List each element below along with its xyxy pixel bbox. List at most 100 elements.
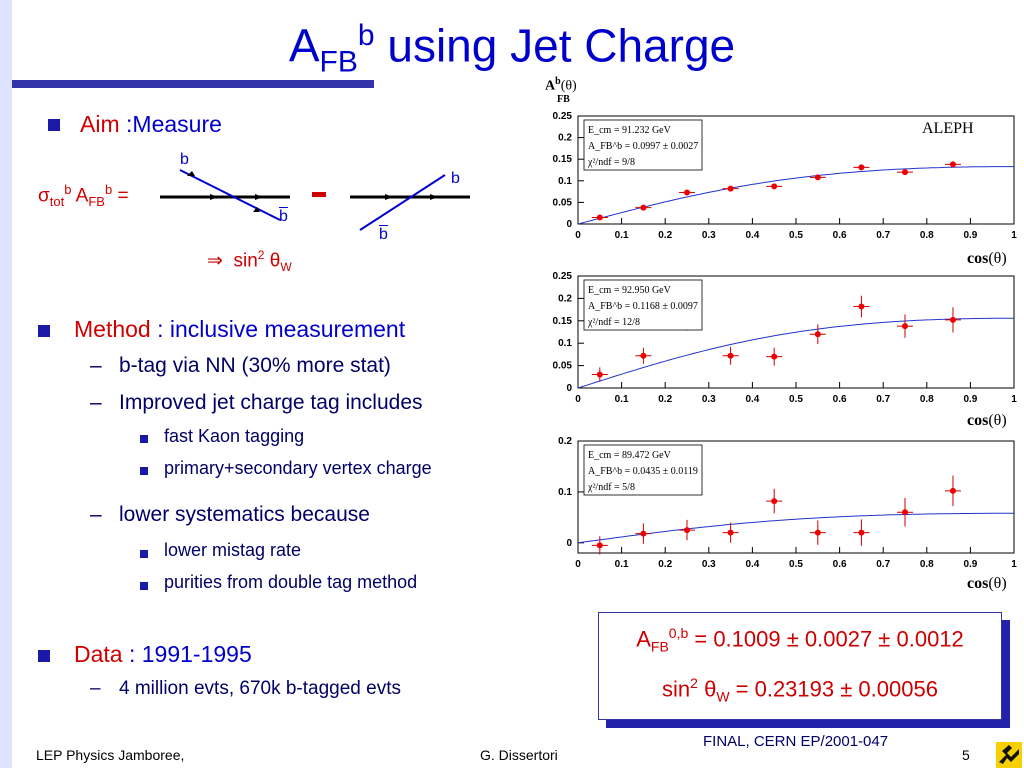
label-bbar-bottom: b bbox=[279, 208, 288, 225]
data-point bbox=[640, 530, 647, 537]
data-point bbox=[814, 174, 821, 181]
y-tick-label: 0 bbox=[566, 219, 572, 230]
y-tick-label: 0 bbox=[566, 383, 572, 394]
x-tick-label: 0.2 bbox=[658, 394, 672, 405]
asymmetry-plot-93gev: 0 0.1 0.2 0.3 0.4 0.5 0.6 0.7 0.8 0.9 1 0 0.05 0.1 0.1… bbox=[553, 272, 1018, 405]
x-tick-label: 1 bbox=[1011, 559, 1017, 570]
dash-3: – bbox=[90, 503, 102, 526]
asymmetry-plot-91gev: 0 0.1 0.2 0.3 0.4 0.5 0.6 0.7 0.8 0.9 1 0 0.05 0.1 0.1… bbox=[553, 111, 1018, 241]
y-tick-label: 0.1 bbox=[558, 338, 572, 349]
method-item-jetcharge: Improved jet charge tag includes bbox=[119, 391, 423, 414]
plot-ylabel-fb: FB bbox=[557, 94, 570, 105]
y-tick-label: 0.15 bbox=[553, 154, 573, 165]
xlabel-cos-1: cos(θ) bbox=[967, 250, 1007, 267]
legend-entry: χ²/ndf = 9/8 bbox=[587, 157, 635, 168]
x-tick-label: 0.3 bbox=[702, 559, 716, 570]
bullet-vertex bbox=[140, 467, 148, 475]
bullet-purities bbox=[140, 582, 148, 590]
data-point bbox=[727, 352, 734, 359]
xlabel-cos-2: cos(θ) bbox=[967, 412, 1007, 429]
bullet-method bbox=[38, 325, 50, 337]
data-point bbox=[858, 529, 865, 536]
data-point bbox=[727, 185, 734, 192]
method-item-systematics: lower systematics because bbox=[119, 503, 370, 526]
x-tick-label: 0.6 bbox=[833, 394, 847, 405]
x-tick-label: 0.7 bbox=[876, 230, 890, 241]
method-item-btag: b-tag via NN (30% more stat) bbox=[119, 354, 391, 377]
subitem-purities: purities from double tag method bbox=[164, 572, 418, 592]
x-tick-label: 1 bbox=[1011, 230, 1017, 241]
method-line: Method : inclusive measurement bbox=[74, 316, 406, 342]
x-tick-label: 0.3 bbox=[702, 230, 716, 241]
y-tick-label: 0.25 bbox=[553, 111, 573, 122]
final-note: FINAL, CERN EP/2001-047 bbox=[703, 733, 889, 750]
data-point bbox=[814, 529, 821, 536]
data-point bbox=[640, 204, 647, 211]
data-item-events: 4 million evts, 670k b-tagged evts bbox=[119, 678, 401, 699]
subitem-vertex: primary+secondary vertex charge bbox=[164, 458, 432, 478]
x-tick-label: 0.4 bbox=[745, 230, 759, 241]
y-tick-label: 0.05 bbox=[553, 197, 573, 208]
y-tick-label: 0.2 bbox=[558, 436, 572, 447]
x-tick-label: 0.8 bbox=[920, 559, 934, 570]
data-point bbox=[596, 214, 603, 221]
dash-2: – bbox=[90, 391, 102, 414]
legend-entry: A_FB^b = 0.0997 ± 0.0027 bbox=[588, 141, 698, 152]
legend-entry: E_cm = 89.472 GeV bbox=[588, 450, 672, 461]
subitem-kaon: fast Kaon tagging bbox=[164, 426, 305, 446]
label-b-top2: b bbox=[451, 170, 460, 187]
x-tick-label: 0 bbox=[575, 559, 581, 570]
y-tick-label: 0.25 bbox=[553, 272, 573, 282]
data-point bbox=[640, 352, 647, 359]
data-point bbox=[902, 509, 908, 516]
y-tick-label: 0.2 bbox=[558, 293, 572, 304]
jet-diagram bbox=[160, 169, 470, 231]
fit-curve bbox=[577, 166, 1014, 225]
bullet-data bbox=[38, 650, 50, 662]
data-point bbox=[771, 353, 778, 360]
label-b-top: b bbox=[180, 151, 189, 168]
x-tick-label: 0 bbox=[575, 230, 581, 241]
data-point bbox=[771, 498, 778, 505]
data-point bbox=[814, 331, 821, 338]
x-tick-label: 0.1 bbox=[615, 559, 629, 570]
y-tick-label: 0.1 bbox=[558, 487, 572, 498]
data-point bbox=[596, 542, 603, 549]
x-tick-label: 0.6 bbox=[833, 559, 847, 570]
result-box: AFB0,b = 0.1009 ± 0.0027 ± 0.0012 sin2 θ… bbox=[598, 612, 1002, 720]
legend-box bbox=[583, 444, 703, 496]
x-tick-label: 0.8 bbox=[920, 394, 934, 405]
logo-icon bbox=[996, 742, 1022, 768]
data-point bbox=[596, 371, 603, 378]
xlabel-cos-3: cos(θ) bbox=[967, 575, 1007, 592]
y-tick-label: 0 bbox=[566, 538, 572, 549]
x-tick-label: 0.5 bbox=[789, 559, 803, 570]
data-point bbox=[902, 323, 908, 330]
x-tick-label: 0.2 bbox=[658, 230, 672, 241]
legend-entry: A_FB^b = 0.1168 ± 0.0097 bbox=[588, 301, 698, 312]
x-tick-label: 0.1 bbox=[615, 394, 629, 405]
implies-sin2thetaw: ⇒ sin2 θW bbox=[207, 248, 292, 275]
dash-1: – bbox=[90, 354, 102, 377]
footer-left: LEP Physics Jamboree, bbox=[36, 747, 185, 763]
x-tick-label: 0.5 bbox=[789, 230, 803, 241]
title-underline bbox=[12, 80, 374, 88]
footer-author: G. Dissertori bbox=[480, 747, 558, 763]
x-tick-label: 0.1 bbox=[615, 230, 629, 241]
x-tick-label: 0.2 bbox=[658, 559, 672, 570]
x-tick-label: 0.4 bbox=[745, 394, 759, 405]
result-sin2thetaw: sin2 θW = 0.23193 ± 0.00056 bbox=[662, 675, 938, 705]
slide-title: AFBb using Jet Charge bbox=[288, 19, 736, 79]
bullet-kaon bbox=[140, 435, 148, 443]
data-point bbox=[858, 164, 865, 171]
left-decor-bar bbox=[0, 0, 12, 768]
aleph-label: ALEPH bbox=[922, 120, 974, 137]
x-tick-label: 1 bbox=[1011, 394, 1017, 405]
data-point bbox=[902, 169, 908, 176]
y-tick-label: 0.05 bbox=[553, 361, 573, 372]
aim-line: Aim :Measure bbox=[80, 111, 222, 137]
result-afb: AFB0,b = 0.1009 ± 0.0027 ± 0.0012 bbox=[636, 625, 964, 655]
y-tick-label: 0.2 bbox=[558, 133, 572, 144]
dash-4: – bbox=[90, 678, 101, 699]
asymmetry-plot-89gev: 0 0.1 0.2 0.3 0.4 0.5 0.6 0.7 0.8 0.9 1 0 0.1 0.2 E_cm… bbox=[558, 436, 1017, 570]
